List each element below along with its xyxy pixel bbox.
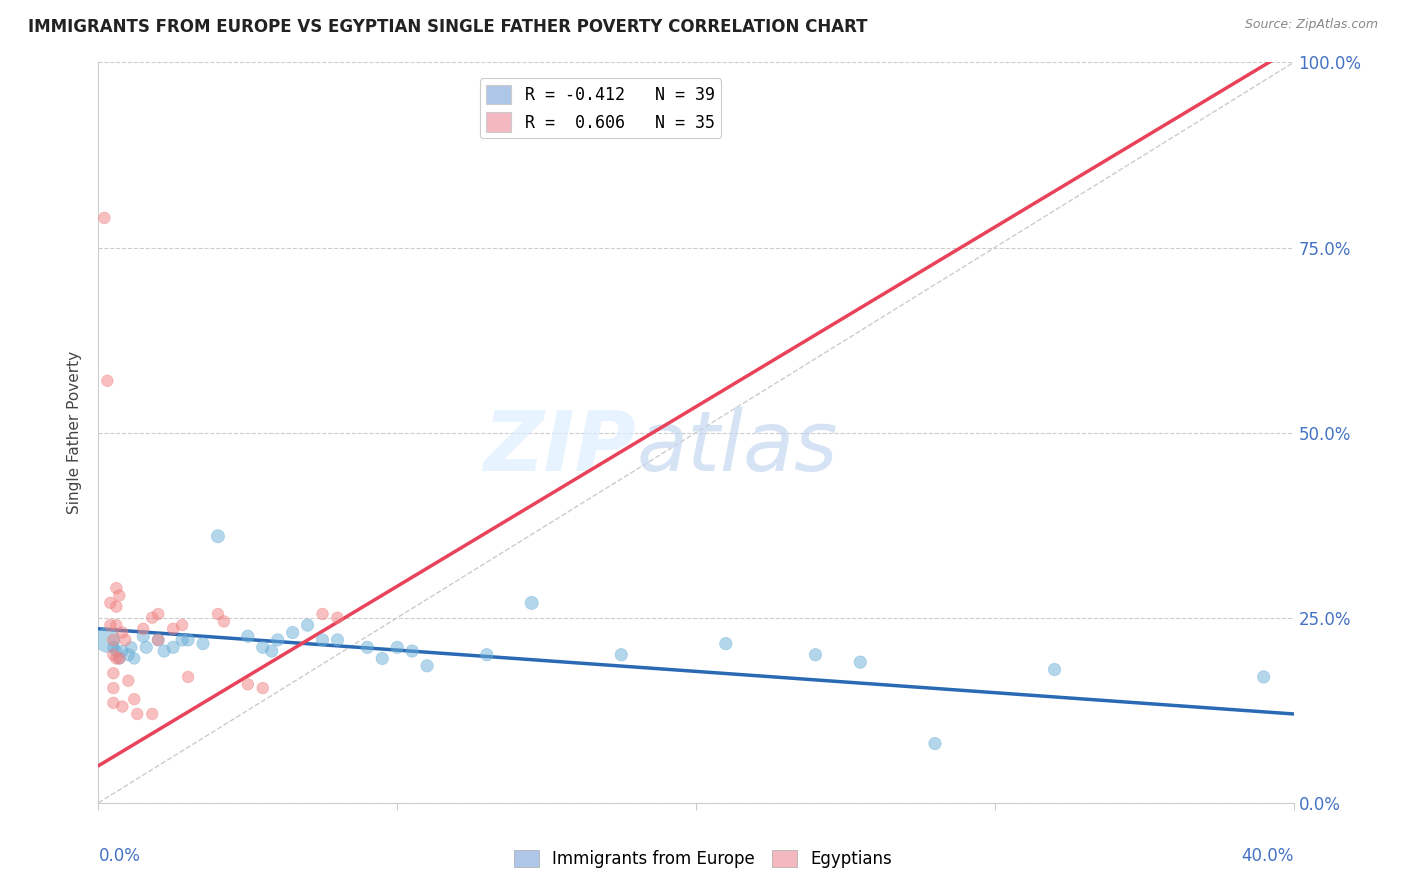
Y-axis label: Single Father Poverty: Single Father Poverty — [67, 351, 83, 514]
Text: 0.0%: 0.0% — [98, 847, 141, 865]
Point — [401, 644, 423, 658]
Point — [103, 648, 125, 662]
Point — [172, 618, 194, 632]
Point — [148, 607, 170, 621]
Point — [96, 632, 118, 647]
Point — [326, 610, 349, 624]
Point — [236, 677, 259, 691]
Point — [111, 625, 134, 640]
Point — [162, 622, 184, 636]
Point — [127, 706, 149, 721]
Point — [103, 640, 125, 655]
Text: IMMIGRANTS FROM EUROPE VS EGYPTIAN SINGLE FATHER POVERTY CORRELATION CHART: IMMIGRANTS FROM EUROPE VS EGYPTIAN SINGL… — [28, 18, 868, 36]
Point — [416, 658, 439, 673]
Point — [117, 648, 139, 662]
Point — [103, 696, 125, 710]
Point — [148, 632, 170, 647]
Point — [103, 681, 125, 695]
Point — [252, 681, 274, 695]
Point — [212, 615, 235, 629]
Point — [124, 651, 146, 665]
Point — [96, 374, 118, 388]
Point — [371, 651, 394, 665]
Point — [356, 640, 378, 655]
Text: ZIP: ZIP — [484, 407, 637, 488]
Point — [132, 622, 155, 636]
Point — [105, 651, 128, 665]
Point — [475, 648, 498, 662]
Point — [111, 699, 134, 714]
Point — [311, 632, 333, 647]
Point — [1043, 663, 1066, 677]
Point — [1253, 670, 1275, 684]
Text: Source: ZipAtlas.com: Source: ZipAtlas.com — [1244, 18, 1378, 31]
Point — [105, 644, 128, 658]
Point — [98, 618, 122, 632]
Legend: R = -0.412   N = 39, R =  0.606   N = 35: R = -0.412 N = 39, R = 0.606 N = 35 — [479, 78, 721, 138]
Point — [108, 651, 131, 665]
Point — [153, 644, 176, 658]
Point — [162, 640, 184, 655]
Point — [103, 666, 125, 681]
Point — [297, 618, 319, 632]
Point — [172, 632, 194, 647]
Point — [98, 596, 122, 610]
Point — [132, 629, 155, 643]
Point — [120, 640, 142, 655]
Point — [105, 599, 128, 614]
Text: 40.0%: 40.0% — [1241, 847, 1294, 865]
Point — [385, 640, 409, 655]
Point — [117, 673, 139, 688]
Point — [177, 670, 200, 684]
Point — [103, 632, 125, 647]
Point — [141, 706, 163, 721]
Point — [108, 651, 131, 665]
Point — [177, 632, 200, 647]
Point — [105, 581, 128, 595]
Point — [207, 529, 229, 543]
Point — [124, 692, 146, 706]
Point — [714, 637, 737, 651]
Point — [804, 648, 827, 662]
Point — [108, 589, 131, 603]
Point — [135, 640, 157, 655]
Point — [105, 618, 128, 632]
Point — [610, 648, 633, 662]
Point — [111, 644, 134, 658]
Point — [148, 632, 170, 647]
Point — [311, 607, 333, 621]
Point — [326, 632, 349, 647]
Point — [849, 655, 872, 669]
Point — [236, 629, 259, 643]
Point — [207, 607, 229, 621]
Point — [260, 644, 283, 658]
Legend: Immigrants from Europe, Egyptians: Immigrants from Europe, Egyptians — [508, 843, 898, 875]
Point — [267, 632, 290, 647]
Point — [191, 637, 214, 651]
Point — [114, 632, 136, 647]
Point — [924, 737, 946, 751]
Point — [141, 610, 163, 624]
Text: atlas: atlas — [637, 407, 838, 488]
Point — [93, 211, 115, 225]
Point — [252, 640, 274, 655]
Point — [520, 596, 543, 610]
Point — [281, 625, 304, 640]
